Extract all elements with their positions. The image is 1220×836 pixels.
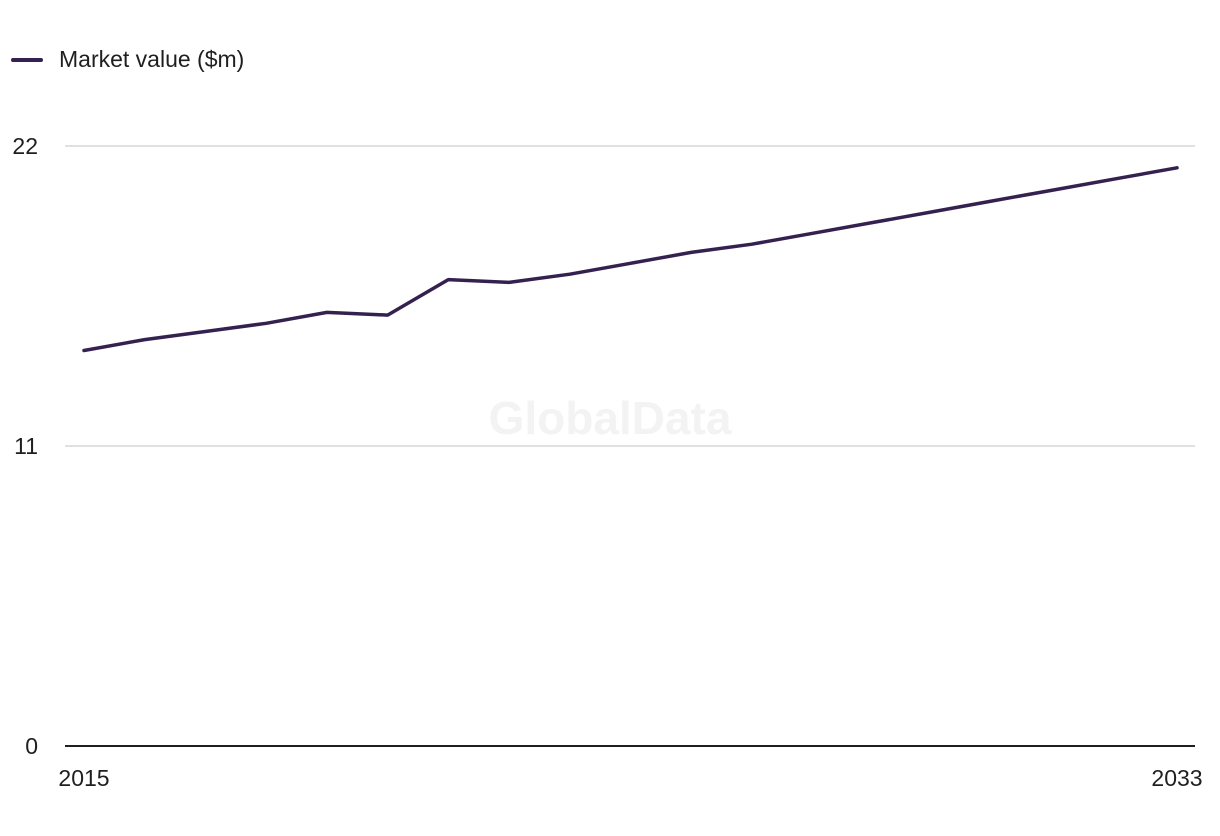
x-tick-label: 2015	[58, 765, 109, 791]
y-axis-ticks: 0 11 22	[12, 133, 38, 759]
y-tick-label: 0	[25, 733, 38, 759]
chart-legend: Market value ($m)	[11, 46, 244, 73]
series-line-market-value	[82, 166, 1179, 353]
y-tick-label: 11	[14, 433, 38, 459]
x-axis-ticks: 2015 2033	[58, 765, 1202, 791]
watermark-logo: GlobalData	[489, 392, 732, 444]
legend-label: Market value ($m)	[59, 46, 245, 72]
legend-swatch	[11, 57, 43, 62]
x-tick-label: 2033	[1151, 765, 1202, 791]
y-tick-label: 22	[12, 133, 38, 159]
grid-lines	[65, 145, 1195, 447]
series-lines	[82, 166, 1179, 353]
